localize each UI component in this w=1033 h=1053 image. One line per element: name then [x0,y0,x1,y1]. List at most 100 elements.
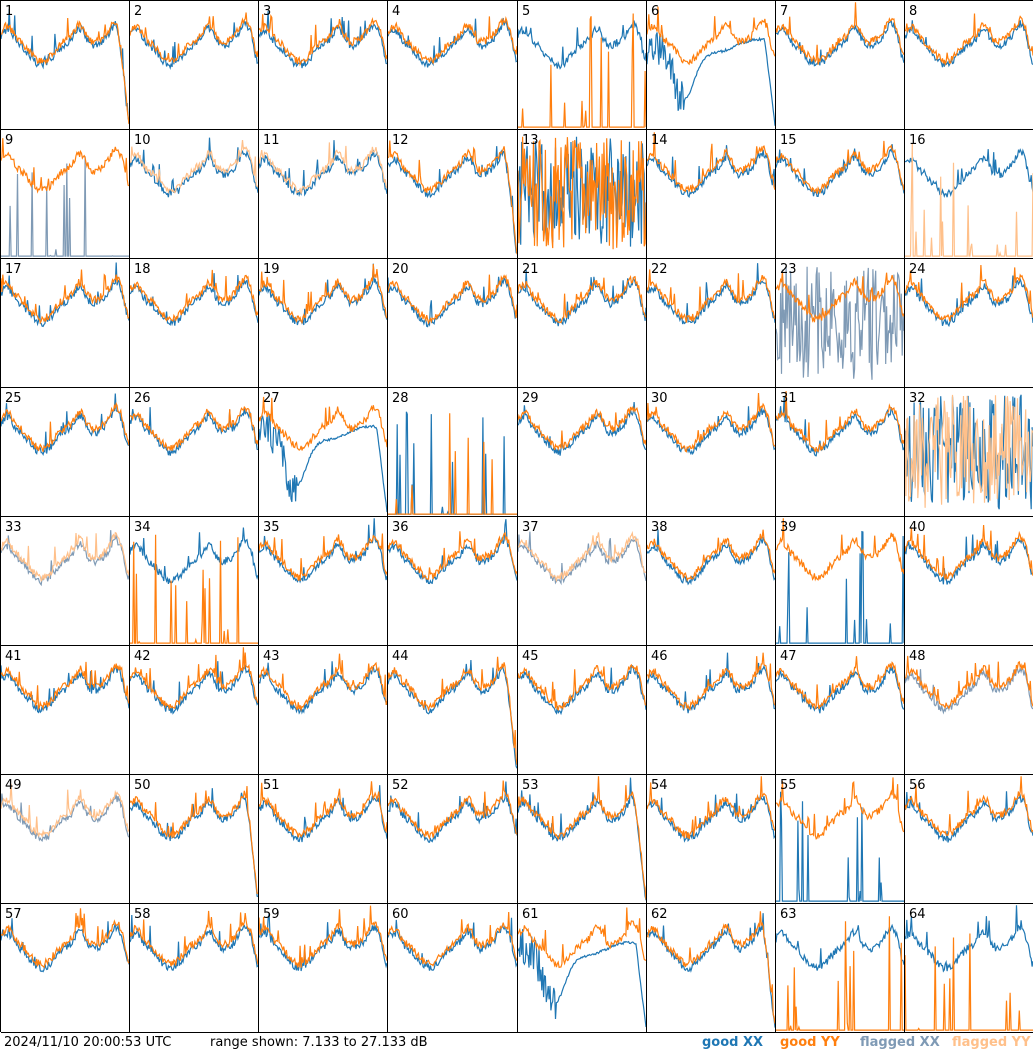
panel-41: 41 [1,646,130,775]
panel-23-plot [776,265,904,380]
series-yy-panel-36 [388,531,517,580]
panel-13-plot [518,136,646,250]
series-yy-panel-16 [905,143,1033,257]
series-xx-panel-63 [776,923,904,971]
panel-label: 57 [5,907,22,922]
series-yy-panel-26 [130,405,258,452]
series-xx-panel-8 [905,20,1033,68]
panel-59-plot [259,905,387,972]
panel-46: 46 [647,646,776,775]
panel-27-plot [259,396,387,513]
series-xx-panel-12 [388,146,517,254]
panel-63-plot [776,916,904,1031]
panel-label: 10 [134,133,151,148]
panel-label: 27 [263,391,280,406]
panel-56-plot [905,776,1033,843]
panel-50: 50 [130,775,259,904]
panel-63: 63 [776,904,905,1033]
panel-33-plot [1,530,129,587]
panel-54: 54 [647,775,776,904]
panel-label: 46 [651,649,668,664]
series-yy-panel-49 [1,783,129,838]
series-yy-panel-39 [776,518,904,582]
panel-label: 63 [780,907,797,922]
panel-61-plot [518,907,646,1028]
series-yy-panel-29 [518,405,646,452]
series-xx-panel-48 [905,666,1033,715]
series-yy-panel-43 [259,653,387,712]
panel-label: 22 [651,262,668,277]
panel-label: 19 [263,262,280,277]
panel-label: 38 [651,520,668,535]
series-yy-panel-11 [259,142,387,194]
series-xx-panel-57 [1,918,129,973]
series-yy-panel-23 [776,272,904,323]
panel-39-plot [776,518,904,644]
panel-16: 16 [905,130,1033,259]
series-yy-panel-41 [1,661,129,711]
series-yy-panel-1 [1,17,129,125]
panel-10: 10 [130,130,259,259]
panel-38-plot [647,529,775,586]
series-xx-panel-15 [776,144,904,197]
panel-label: 58 [134,907,151,922]
series-yy-panel-46 [647,652,775,711]
series-yy-panel-22 [647,269,775,323]
series-yy-panel-45 [518,663,646,712]
panel-label: 51 [263,778,280,793]
panel-27: 27 [259,388,388,517]
series-yy-panel-27 [259,396,387,451]
series-yy-panel-20 [388,274,517,325]
panel-9-plot [1,138,129,257]
panel-label: 17 [5,262,22,277]
series-xx-panel-33 [1,530,129,587]
panel-17-plot [1,262,129,328]
panel-label: 54 [651,778,668,793]
panel-3: 3 [259,1,388,130]
panel-label: 55 [780,778,797,793]
panel-56: 56 [905,775,1033,904]
series-yy-panel-56 [905,776,1033,837]
series-yy-panel-60 [388,911,517,967]
panel-label: 52 [392,778,409,793]
panel-60: 60 [388,904,518,1033]
panel-12: 12 [388,130,518,259]
panel-41-plot [1,661,129,714]
series-xx-panel-35 [259,518,387,584]
panel-24-plot [905,264,1033,328]
panel-label: 3 [263,4,272,19]
panel-22: 22 [647,259,776,388]
panel-label: 24 [909,262,926,277]
series-yy-panel-10 [130,140,258,194]
panel-52: 52 [388,775,518,904]
panel-34: 34 [130,517,259,646]
panel-label: 60 [392,907,409,922]
panel-label: 45 [522,649,539,664]
panel-7: 7 [776,1,905,130]
panel-label: 26 [134,391,151,406]
panel-29: 29 [518,388,647,517]
panel-label: 20 [392,262,409,277]
panel-label: 53 [522,778,539,793]
series-xx-panel-61 [518,929,646,1028]
series-xx-panel-20 [388,276,517,328]
panel-label: 11 [263,133,280,148]
panel-5-plot [518,13,646,128]
panel-19: 19 [259,259,388,388]
panel-label: 44 [392,649,409,664]
series-yy-panel-13 [518,136,646,250]
panel-21-plot [518,269,646,327]
series-xx-panel-28 [388,411,517,515]
panel-49-plot [1,783,129,842]
series-yy-panel-53 [518,776,646,900]
panel-label: 5 [522,4,531,19]
series-yy-panel-34 [130,534,258,644]
series-xx-panel-51 [259,785,387,843]
panel-25-plot [1,393,129,456]
panel-50-plot [130,786,258,898]
panel-25: 25 [1,388,130,517]
series-yy-panel-6 [647,6,775,66]
panel-label: 25 [5,391,22,406]
panel-label: 13 [522,133,539,148]
